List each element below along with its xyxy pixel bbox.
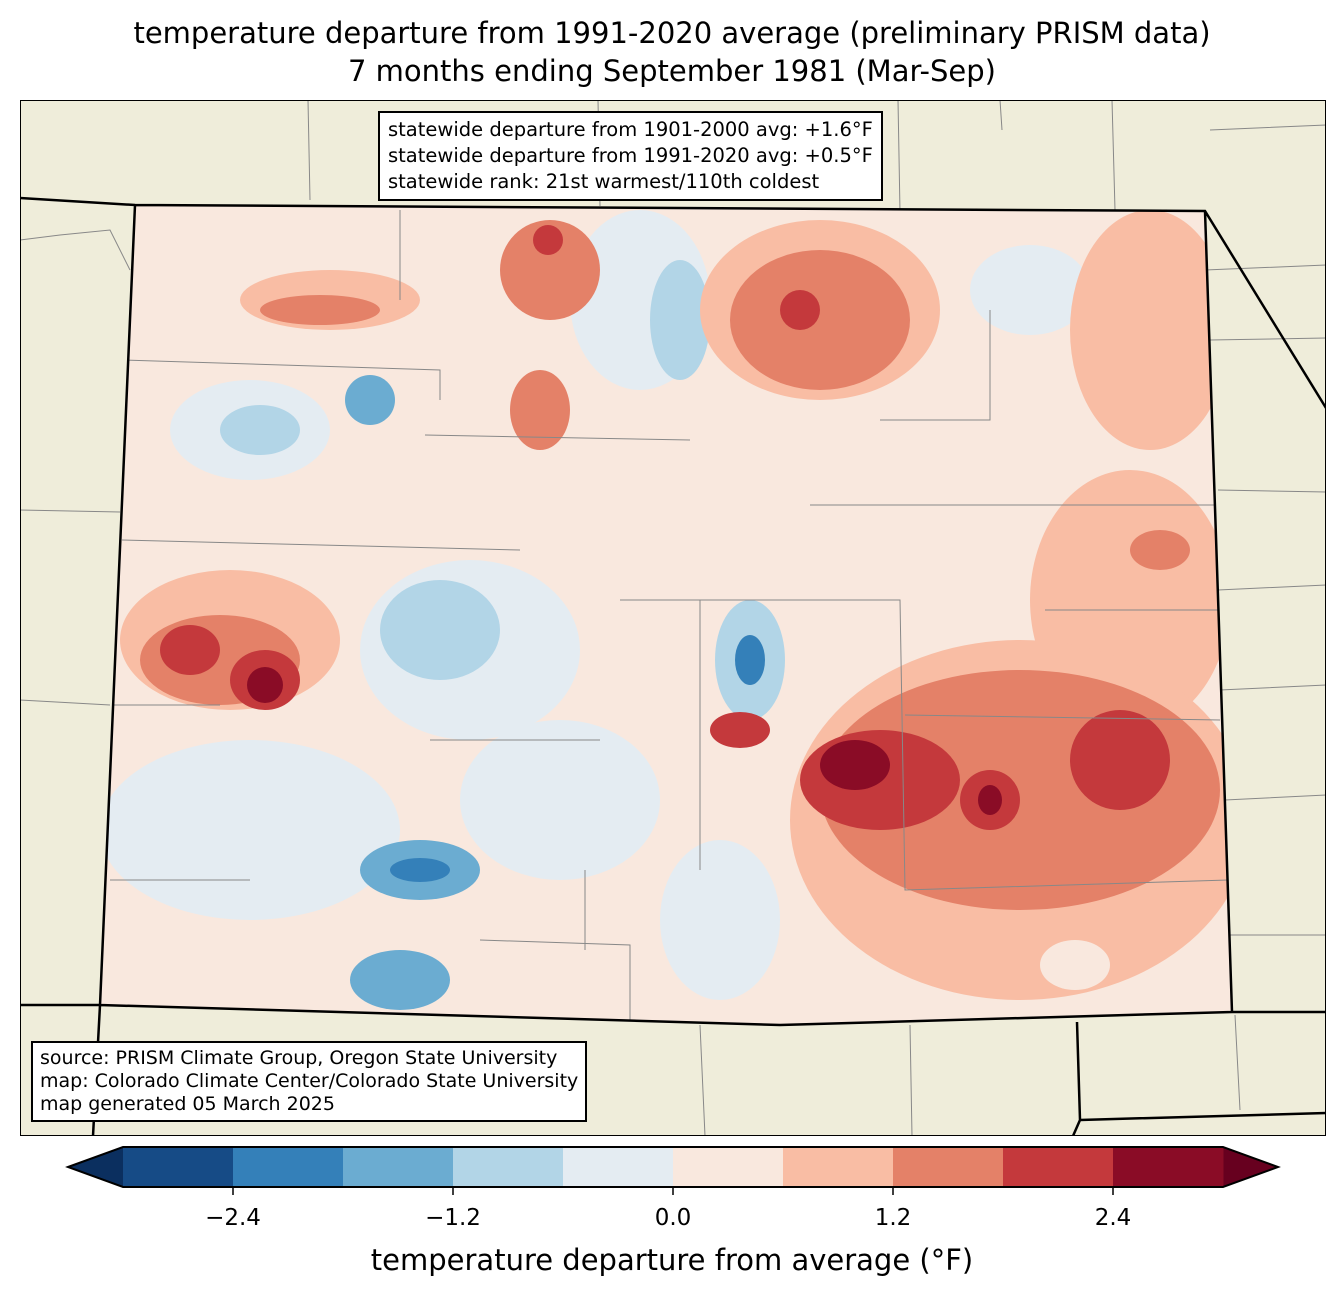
colorbar-tick-label: 0.0 (654, 1205, 692, 1231)
stat-departure-1991-2020: statewide departure from 1991-2020 avg: … (388, 144, 873, 167)
neighbor-county-lines (20, 100, 1326, 1136)
statewide-stats-box: statewide departure from 1901-2000 avg: … (378, 111, 883, 201)
map-credit-line: map: Colorado Climate Center/Colorado St… (40, 1070, 579, 1092)
colorbar-label: temperature departure from average (°F) (370, 1243, 974, 1277)
source-box: source: PRISM Climate Group, Oregon Stat… (31, 1041, 588, 1122)
temperature-departure-map (20, 100, 1326, 1136)
colorbar-bin (233, 1147, 344, 1187)
colorbar-extend-low (68, 1147, 123, 1187)
colorbar-bin (123, 1147, 234, 1187)
colorbar-extend-high (1223, 1147, 1278, 1187)
colorbar-bin (893, 1147, 1004, 1187)
colorbar-tick-label: −1.2 (425, 1205, 481, 1231)
stat-rank: statewide rank: 21st warmest/110th colde… (388, 170, 820, 193)
generated-date-line: map generated 05 March 2025 (40, 1093, 335, 1115)
map-subtitle: 7 months ending September 1981 (Mar-Sep) (348, 54, 996, 88)
county-lines (110, 210, 1231, 1020)
colorbar-bin (1113, 1147, 1224, 1187)
colorbar-bin (343, 1147, 454, 1187)
colorbar-bin (673, 1147, 784, 1187)
colorbar-bin (783, 1147, 894, 1187)
stat-departure-1901-2000: statewide departure from 1901-2000 avg: … (388, 118, 873, 141)
colorbar-bin (453, 1147, 564, 1187)
colorbar-outline (65, 1146, 1281, 1188)
source-line: source: PRISM Climate Group, Oregon Stat… (40, 1047, 558, 1069)
map-title: temperature departure from 1991-2020 ave… (133, 16, 1211, 50)
colorbar-tick-label: 1.2 (874, 1205, 912, 1231)
temperature-contours (100, 205, 1232, 1025)
colorbar-bin (563, 1147, 674, 1187)
colorbar-tick-label: 2.4 (1094, 1205, 1132, 1231)
colorbar-tick-label: −2.4 (205, 1205, 261, 1231)
colorbar-bin (1003, 1147, 1114, 1187)
state-borders (20, 196, 1326, 1136)
colorbar (65, 1146, 1281, 1195)
